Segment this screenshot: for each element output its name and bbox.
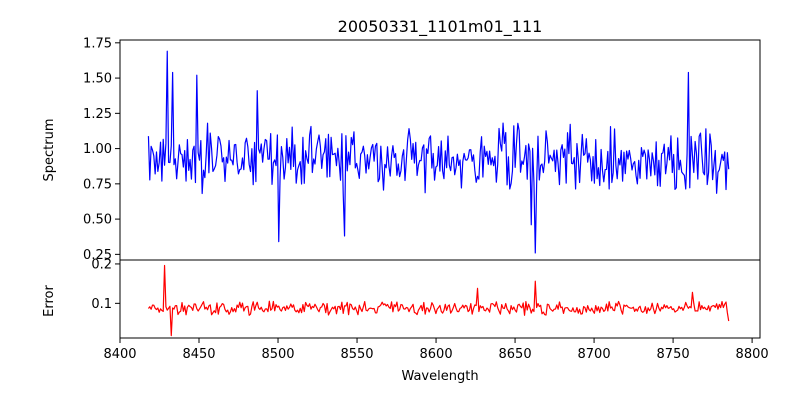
- x-tick-label: 8750: [657, 347, 690, 362]
- spectrum-y-tick-label: 0.50: [83, 213, 112, 228]
- spectrum-y-tick-label: 1.25: [83, 107, 112, 122]
- x-tick-label: 8800: [736, 347, 769, 362]
- x-tick-label: 8450: [182, 347, 215, 362]
- error-y-tick-label: 0.2: [91, 257, 112, 272]
- chart-title: 20050331_1101m01_111: [338, 17, 543, 37]
- error-panel: 0.1 0.2 Error: [42, 257, 761, 339]
- error-y-axis: 0.1 0.2: [91, 257, 120, 312]
- spectrum-y-axis: 0.25 0.50 0.75 1.00 1.25 1.50 1.75: [83, 36, 120, 263]
- spectrum-panel: 0.25 0.50 0.75 1.00 1.25 1.50 1.75 Spectrum: [42, 36, 761, 263]
- spectrum-y-tick-label: 0.75: [83, 177, 112, 192]
- x-tick-label: 8700: [578, 347, 611, 362]
- spectrum-y-tick-label: 0.25: [83, 248, 112, 263]
- x-axis-label: Wavelength: [401, 369, 478, 384]
- x-tick-label: 8650: [499, 347, 532, 362]
- error-y-axis-label: Error: [42, 285, 57, 317]
- x-tick-label: 8400: [103, 347, 136, 362]
- x-tick-label: 8500: [261, 347, 294, 362]
- spectrum-y-tick-label: 1.00: [83, 142, 112, 157]
- x-axis: 8400 8450 8500 8550 8600 8650 8700 8750 8800: [103, 338, 769, 362]
- error-series-line: [147, 264, 730, 337]
- error-axes-frame: [119, 259, 761, 339]
- spectrum-series-line: [147, 50, 730, 254]
- x-tick-label: 8550: [340, 347, 373, 362]
- spectrum-y-tick-label: 1.50: [83, 72, 112, 87]
- error-y-tick-label: 0.1: [91, 297, 112, 312]
- spectrum-y-tick-label: 1.75: [83, 36, 112, 51]
- spectrum-y-axis-label: Spectrum: [42, 119, 57, 182]
- x-tick-label: 8600: [420, 347, 453, 362]
